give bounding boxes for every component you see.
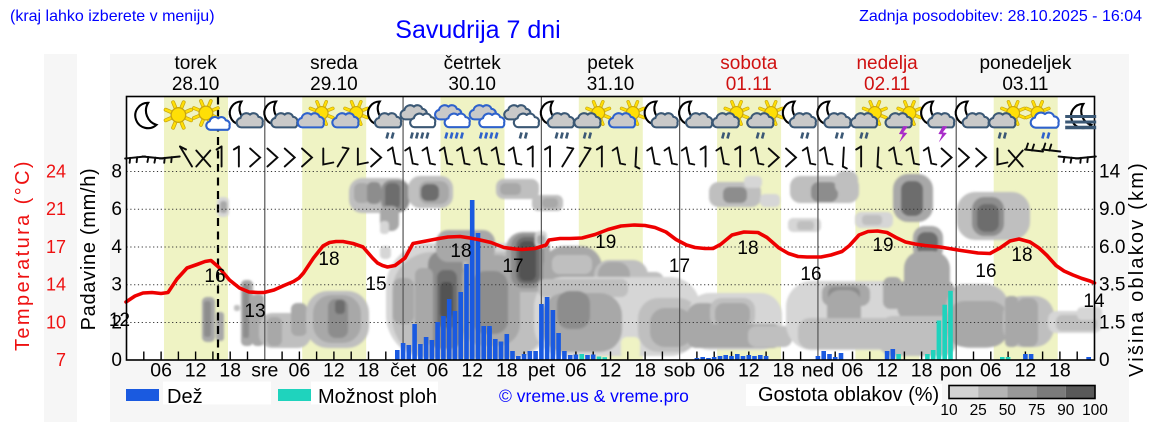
svg-text:četrtek: četrtek (444, 53, 502, 74)
svg-text:nedelja: nedelja (856, 53, 918, 74)
svg-text:14: 14 (46, 275, 66, 295)
svg-text:06: 06 (980, 360, 1002, 382)
svg-text:Zadnja posodobitev: 28.10.2025: Zadnja posodobitev: 28.10.2025 - 16:04 (859, 8, 1142, 25)
svg-text:12: 12 (738, 360, 760, 382)
svg-text:03.11: 03.11 (1002, 74, 1048, 95)
svg-text:12: 12 (1015, 360, 1037, 382)
svg-text:17: 17 (502, 256, 523, 277)
svg-text:12: 12 (323, 360, 345, 382)
svg-text:19: 19 (595, 232, 616, 253)
svg-text:Padavine (mm/h): Padavine (mm/h) (78, 168, 100, 331)
svg-text:18: 18 (737, 238, 758, 259)
svg-text:06: 06 (703, 360, 725, 382)
svg-text:sre: sre (251, 360, 278, 382)
svg-text:Višina oblakov (km): Višina oblakov (km) (1126, 161, 1148, 377)
svg-text:01.11: 01.11 (726, 74, 772, 95)
svg-text:8: 8 (111, 162, 122, 183)
svg-text:sobota: sobota (720, 53, 777, 74)
svg-text:18: 18 (219, 360, 241, 382)
svg-text:9.0: 9.0 (1099, 199, 1125, 220)
svg-text:02.11: 02.11 (864, 74, 910, 95)
svg-text:16: 16 (975, 261, 996, 282)
svg-text:75: 75 (1028, 402, 1045, 419)
svg-text:6: 6 (111, 199, 122, 220)
svg-text:18: 18 (1011, 245, 1032, 266)
svg-text:18: 18 (450, 241, 471, 262)
svg-text:18: 18 (358, 360, 380, 382)
svg-text:19: 19 (872, 235, 893, 256)
svg-text:ned: ned (802, 360, 835, 382)
svg-text:18: 18 (634, 360, 656, 382)
svg-text:06: 06 (150, 360, 172, 382)
svg-text:Temperatura (°C): Temperatura (°C) (12, 159, 34, 351)
svg-text:17: 17 (669, 256, 690, 277)
svg-text:pon: pon (940, 360, 973, 382)
svg-text:1.5: 1.5 (1099, 313, 1125, 334)
svg-text:10: 10 (46, 313, 66, 333)
svg-text:15: 15 (365, 274, 386, 295)
svg-text:06: 06 (289, 360, 311, 382)
svg-text:29.10: 29.10 (310, 74, 358, 95)
svg-text:50: 50 (999, 402, 1017, 419)
svg-text:sob: sob (664, 360, 696, 382)
svg-text:petek: petek (587, 53, 634, 74)
svg-text:Savudrija 7 dni: Savudrija 7 dni (395, 16, 560, 44)
svg-text:(kraj lahko izberete v meniju): (kraj lahko izberete v meniju) (10, 8, 215, 25)
svg-text:90: 90 (1057, 402, 1075, 419)
svg-text:Možnost ploh: Možnost ploh (318, 386, 437, 408)
svg-text:čet: čet (390, 360, 417, 382)
svg-text:Gostota oblakov (%): Gostota oblakov (%) (758, 384, 939, 406)
svg-text:25: 25 (970, 402, 987, 419)
svg-text:© vreme.us & vreme.pro: © vreme.us & vreme.pro (499, 386, 689, 406)
svg-text:18: 18 (1049, 360, 1071, 382)
svg-text:3.5: 3.5 (1099, 275, 1125, 296)
svg-text:17: 17 (46, 237, 66, 257)
svg-text:sreda: sreda (310, 53, 358, 74)
svg-text:torek: torek (174, 53, 217, 74)
svg-text:0: 0 (1099, 350, 1110, 371)
svg-text:10: 10 (940, 402, 958, 419)
svg-text:06: 06 (565, 360, 587, 382)
svg-text:2: 2 (111, 313, 122, 334)
svg-text:4: 4 (111, 237, 122, 258)
svg-text:18: 18 (318, 249, 339, 270)
svg-text:30.10: 30.10 (448, 74, 496, 95)
svg-text:12: 12 (461, 360, 483, 382)
svg-text:31.10: 31.10 (587, 74, 635, 95)
svg-text:18: 18 (911, 360, 933, 382)
svg-text:28.10: 28.10 (172, 74, 220, 95)
svg-text:12: 12 (185, 360, 207, 382)
svg-text:14: 14 (1099, 162, 1121, 183)
svg-text:12: 12 (876, 360, 898, 382)
svg-text:12: 12 (109, 310, 130, 331)
svg-text:100: 100 (1082, 402, 1108, 419)
svg-text:Dež: Dež (167, 386, 203, 408)
svg-text:0: 0 (111, 350, 122, 371)
svg-text:24: 24 (46, 162, 66, 182)
svg-text:12: 12 (600, 360, 622, 382)
svg-text:7: 7 (56, 350, 66, 370)
svg-text:18: 18 (496, 360, 518, 382)
svg-text:18: 18 (773, 360, 795, 382)
svg-text:21: 21 (46, 199, 66, 219)
svg-text:ponedeljek: ponedeljek (979, 53, 1071, 74)
svg-text:3: 3 (111, 275, 122, 296)
svg-text:06: 06 (427, 360, 449, 382)
svg-text:13: 13 (244, 301, 265, 322)
svg-text:16: 16 (204, 266, 225, 287)
svg-text:06: 06 (842, 360, 864, 382)
svg-text:16: 16 (800, 264, 821, 285)
svg-text:pet: pet (528, 360, 556, 382)
svg-text:6.0: 6.0 (1099, 237, 1125, 258)
